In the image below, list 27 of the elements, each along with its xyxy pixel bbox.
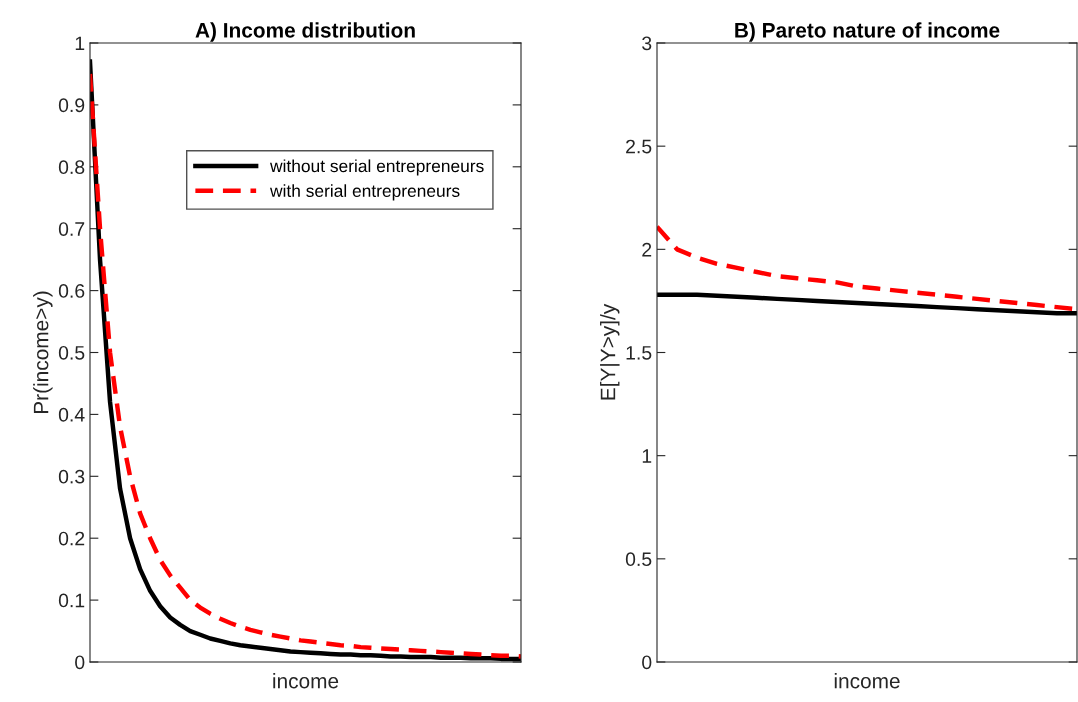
legend-label: without serial entrepreneurs [270,159,484,176]
y-tick-label: 0.2 [58,531,85,546]
y-axis-title: E[Y|Y>y]/y [600,303,620,400]
y-tick-label: 3 [642,36,652,51]
x-axis-title: income [834,673,900,689]
y-tick-label: 1 [75,36,85,51]
y-tick-label: 0.3 [58,469,85,484]
y-axis-title: Pr(income>y) [33,291,53,414]
y-tick-label: 0.6 [58,284,85,298]
y-tick-label: 2 [642,242,652,257]
y-tick-label: 0 [642,655,652,670]
y-tick-label: 2.5 [626,139,652,154]
chart-title: B) Pareto nature of income [735,22,1000,42]
y-tick-label: 0.5 [58,345,85,360]
y-tick-label: 0.9 [58,98,85,113]
y-tick-label: 1.5 [626,346,652,360]
y-tick-label: 0.5 [625,552,652,567]
chart-title: A) Income distribution [195,22,415,42]
y-tick-label: 0.1 [58,593,85,608]
y-tick-label: 0 [75,655,85,670]
y-tick-label: 0.7 [58,222,85,236]
legend-label: with serial entrepreneurs [270,184,460,201]
x-axis-title: income [273,673,339,689]
y-tick-label: 1 [642,449,652,463]
y-tick-label: 0.4 [58,407,85,422]
line-series [657,292,1077,316]
y-tick-label: 0.8 [58,160,85,175]
